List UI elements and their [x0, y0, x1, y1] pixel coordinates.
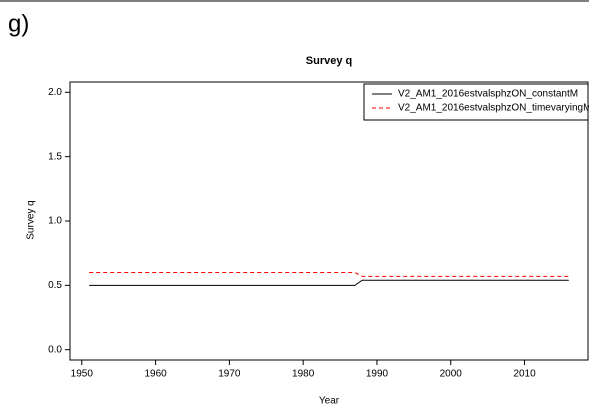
- panel-label: g): [8, 10, 29, 37]
- y-tick-label: 1.0: [48, 216, 62, 227]
- legend-label: V2_AM1_2016estvalsphzON_constantM: [398, 89, 578, 100]
- y-axis-label: Survey q: [26, 200, 37, 239]
- x-tick-label: 1990: [366, 369, 389, 380]
- plot-frame: [69, 81, 589, 361]
- y-tick-label: 1.5: [48, 151, 62, 162]
- x-tick-label: 2010: [513, 369, 536, 380]
- x-tick-label: 1950: [71, 369, 94, 380]
- x-tick-label: 1980: [292, 369, 315, 380]
- series-line: [89, 279, 569, 286]
- x-tick-label: 1970: [218, 369, 241, 380]
- x-axis-label: Year: [319, 396, 340, 407]
- series-line: [89, 271, 569, 277]
- x-tick-label: 2000: [440, 369, 463, 380]
- y-tick-label: 0.0: [48, 344, 62, 355]
- legend-box: [363, 83, 589, 121]
- y-tick-label: 0.5: [48, 280, 62, 291]
- x-tick-label: 1960: [144, 369, 167, 380]
- y-tick-label: 2.0: [48, 87, 62, 98]
- chart-title: Survey q: [306, 55, 352, 67]
- legend-label: V2_AM1_2016estvalsphzON_timevaryingM: [398, 103, 589, 114]
